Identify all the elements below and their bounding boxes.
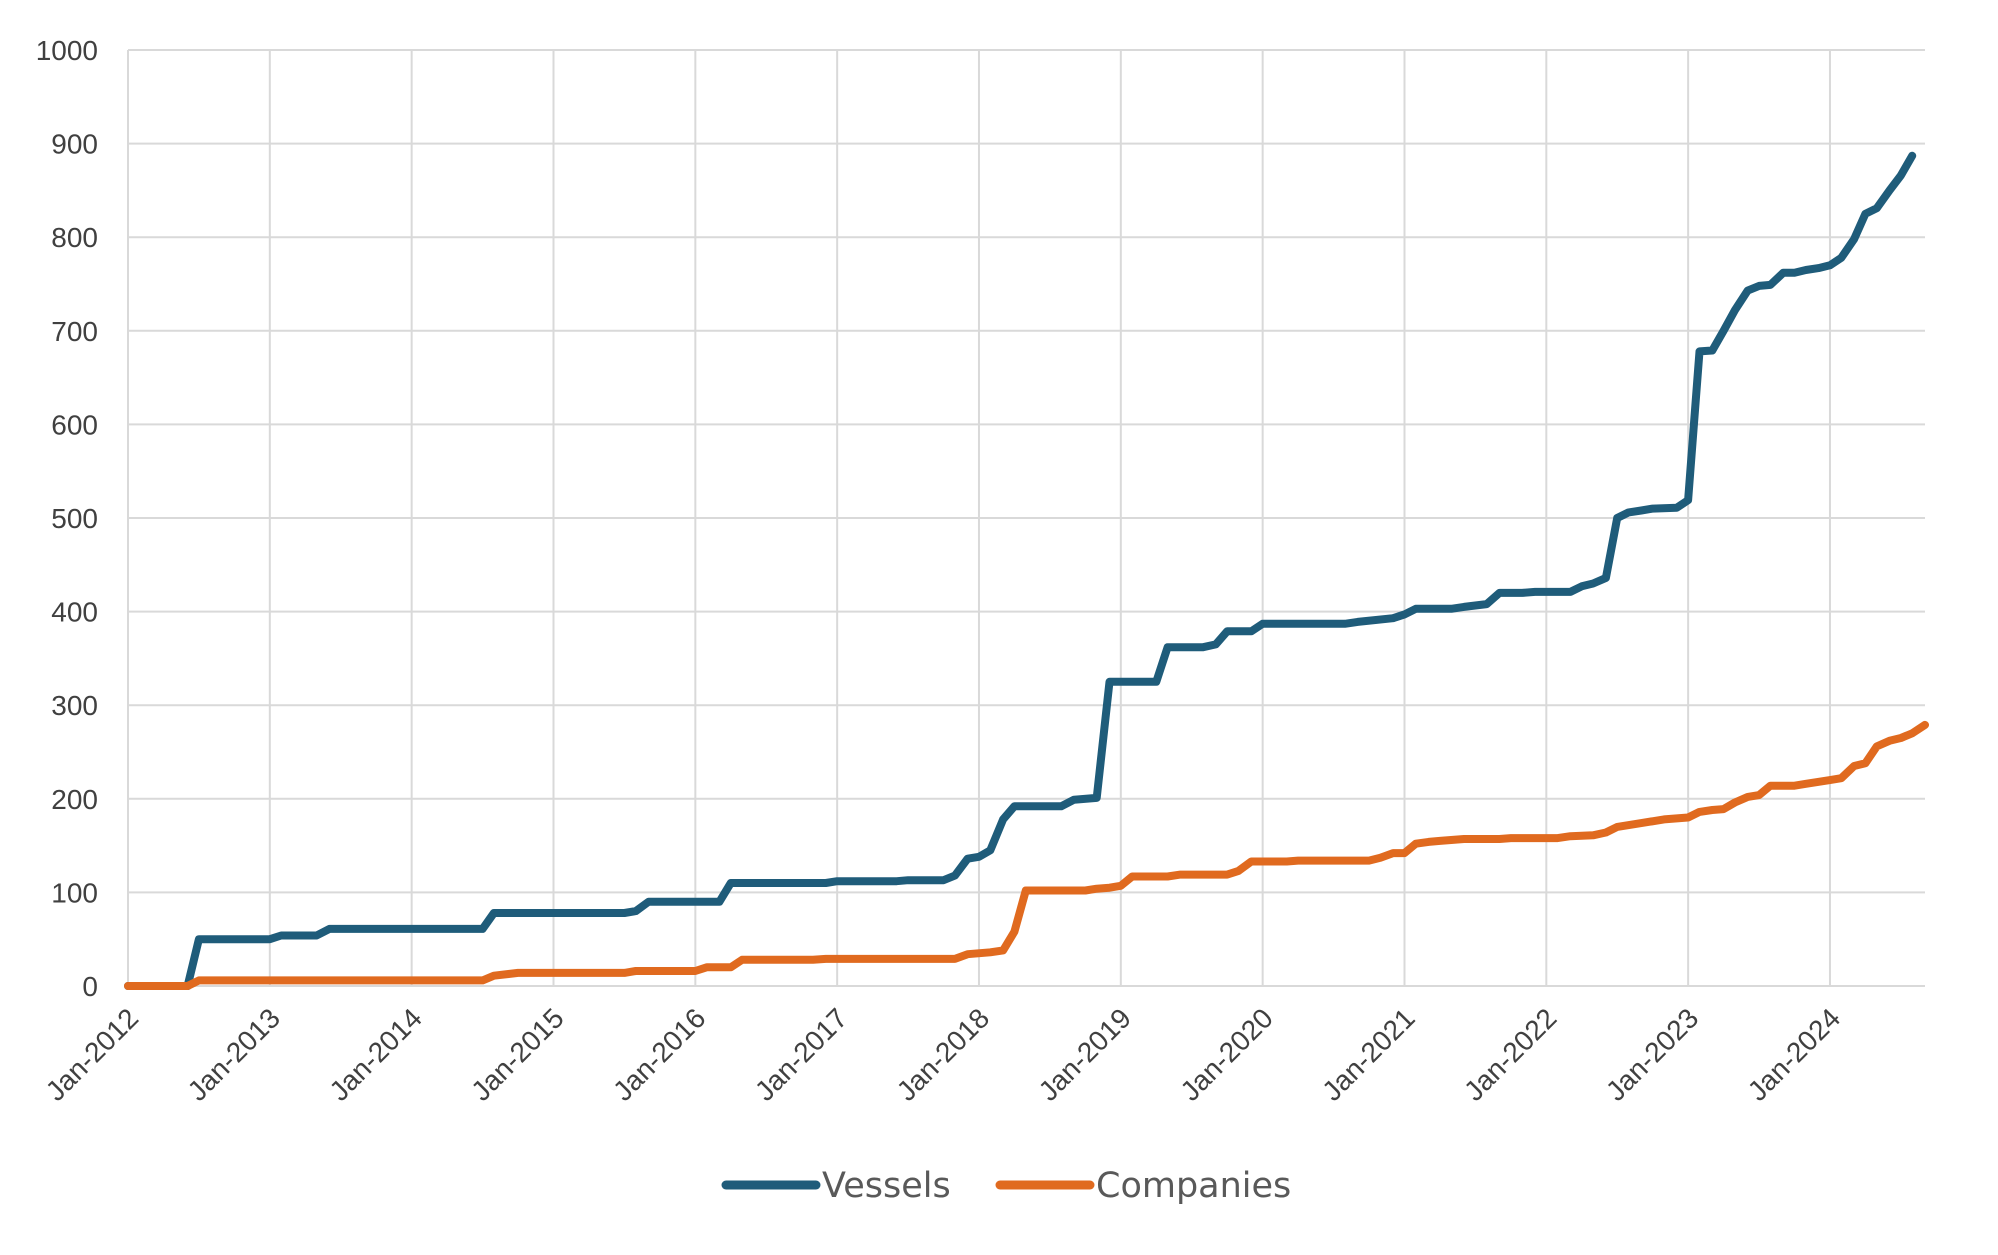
- legend-label-vessels: Vessels: [822, 1166, 951, 1206]
- x-tick-label: Jan-2024: [1742, 1002, 1846, 1106]
- x-tick-label: Jan-2018: [891, 1002, 995, 1106]
- x-tick-label: Jan-2019: [1033, 1002, 1137, 1106]
- y-tick-label: 500: [51, 503, 98, 534]
- y-tick-label: 900: [51, 129, 98, 160]
- legend: Vessels Companies: [721, 1166, 1291, 1206]
- x-tick-label: Jan-2022: [1458, 1002, 1562, 1106]
- y-tick-label: 600: [51, 409, 98, 440]
- x-tick-label: Jan-2012: [40, 1002, 144, 1106]
- x-tick-label: Jan-2017: [749, 1002, 853, 1106]
- y-axis: 0 100 200 300 400 500 600 700 800 900 1000: [36, 35, 98, 1002]
- series-line-companies: [124, 720, 1929, 990]
- y-tick-label: 100: [51, 877, 98, 908]
- series-lines: [124, 151, 1929, 990]
- y-tick-label: 400: [51, 597, 98, 628]
- series-line-vessels: [124, 151, 1917, 990]
- y-tick-label: 700: [51, 316, 98, 347]
- y-tick-label: 0: [82, 971, 98, 1002]
- y-tick-label: 200: [51, 784, 98, 815]
- x-tick-label: Jan-2020: [1174, 1002, 1278, 1106]
- legend-label-companies: Companies: [1096, 1166, 1291, 1206]
- y-tick-label: 300: [51, 690, 98, 721]
- x-tick-label: Jan-2013: [182, 1002, 286, 1106]
- x-tick-label: Jan-2016: [607, 1002, 711, 1106]
- x-tick-label: Jan-2014: [323, 1002, 427, 1106]
- x-axis: Jan-2012 Jan-2013 Jan-2014 Jan-2015 Jan-2016…: [40, 1002, 1846, 1106]
- grid-lines: [127, 49, 1925, 987]
- y-tick-label: 1000: [36, 35, 98, 66]
- x-tick-label: Jan-2021: [1316, 1002, 1420, 1106]
- y-tick-label: 800: [51, 222, 98, 253]
- x-tick-label: Jan-2015: [465, 1002, 569, 1106]
- x-tick-label: Jan-2023: [1600, 1002, 1704, 1106]
